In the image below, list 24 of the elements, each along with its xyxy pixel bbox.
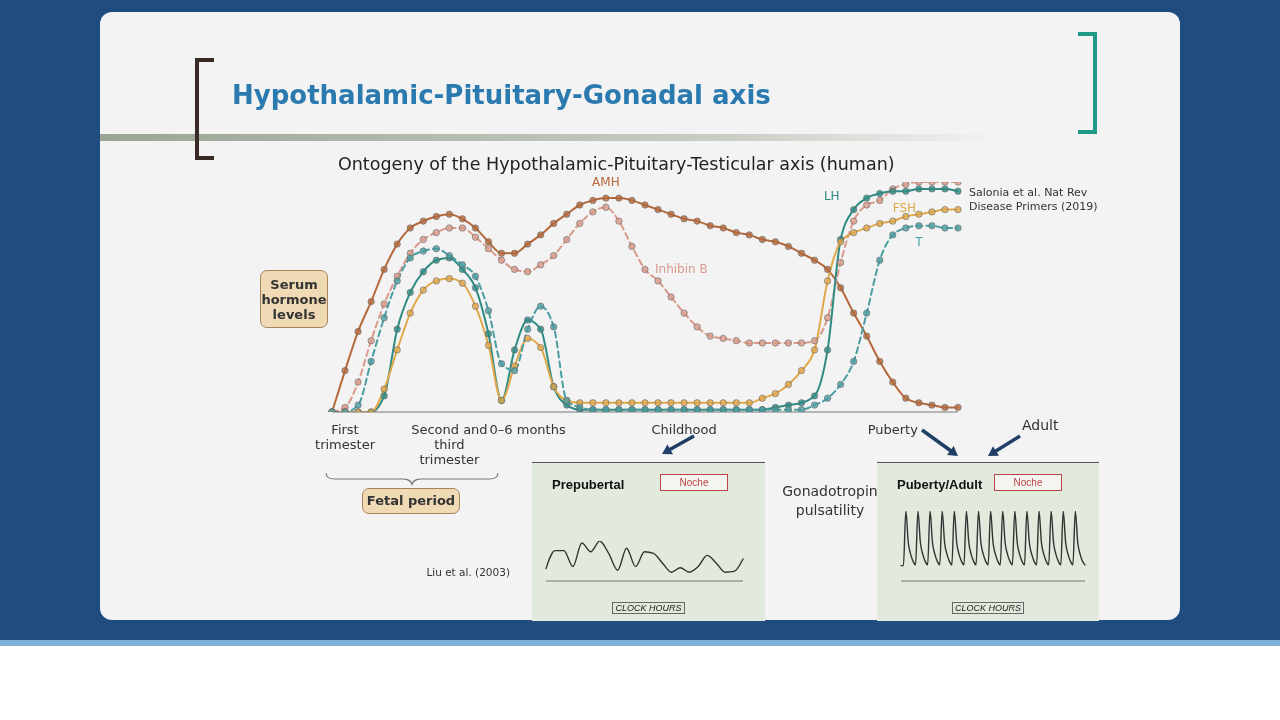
series-label: FSH: [892, 201, 917, 216]
x-axis-title: CLOCK HOURS: [951, 602, 1024, 614]
series-label: Inhibin B: [655, 262, 708, 277]
text: Liu et al. (2003): [425, 566, 510, 578]
x-tick-label: First trimester: [315, 422, 376, 452]
chart-title: Puberty/Adult: [897, 477, 983, 492]
text: Gonadotropin pulsatility: [781, 482, 879, 520]
x-tick-label: 0–6 months: [489, 422, 566, 437]
x-tick-label: Puberty: [867, 422, 919, 437]
text: Salonia et al. Nat Rev Disease Primers (2019): [969, 186, 1099, 214]
text: Adult: [1022, 417, 1059, 433]
x-tick-label: Childhood: [651, 422, 717, 437]
series-label: T: [914, 234, 924, 249]
x-tick-label: Second and third trimester: [411, 422, 488, 467]
text: Noche: [660, 474, 728, 491]
chart-subtitle: Ontogeny of the Hypothalamic-Pituitary-Testicular axis (human): [338, 154, 895, 174]
series-label: LH: [823, 188, 840, 203]
y-axis-title: Serum hormone levels: [260, 270, 328, 328]
chart-title: Prepubertal: [552, 477, 625, 492]
text: Noche: [994, 474, 1062, 491]
series-label: AMH: [592, 175, 620, 190]
chart-title: Hypothalamic-Pituitary-Gonadal axis: [232, 80, 771, 110]
text: Fetal period: [362, 488, 460, 514]
x-axis-title: CLOCK HOURS: [612, 602, 685, 614]
